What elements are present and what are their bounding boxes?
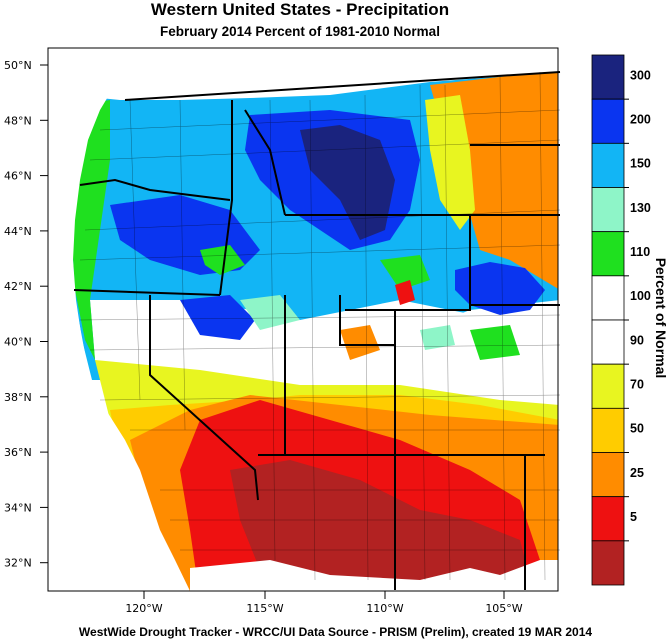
lon-label: 120°W bbox=[125, 602, 162, 615]
colorbar-label: 200 bbox=[630, 112, 651, 126]
colorbar-bin bbox=[591, 452, 625, 498]
colorbar-label: 90 bbox=[630, 333, 644, 347]
lat-label: 46°N bbox=[4, 170, 32, 183]
map-fields bbox=[48, 48, 558, 591]
latitude-ticks: 50°N 48°N 46°N 44°N 42°N 40°N 38°N 36°N 34°N 32°N bbox=[4, 59, 48, 570]
colorbar-label: 5 bbox=[630, 510, 637, 524]
colorbar-label: 300 bbox=[630, 68, 651, 82]
colorbar-bin bbox=[591, 231, 625, 277]
plains-blue bbox=[455, 262, 545, 315]
colorbar-bin bbox=[591, 275, 625, 321]
northeast-yellow bbox=[425, 95, 475, 230]
mexico-region bbox=[190, 560, 558, 591]
northern-rockies-dark-blue bbox=[300, 125, 395, 240]
ca-nv-border bbox=[149, 295, 259, 501]
wa-or-border bbox=[79, 178, 231, 201]
colorbar-bin bbox=[591, 407, 625, 453]
longitude-ticks: 120°W 115°W 110°W 105°W bbox=[125, 591, 523, 615]
map-title: Western United States - Precipitation bbox=[150, 0, 450, 19]
lat-label: 50°N bbox=[4, 59, 32, 72]
or-ca-border bbox=[73, 289, 221, 296]
colorbar-title: Percent of Normal bbox=[653, 258, 669, 379]
us-canada-border bbox=[124, 71, 561, 101]
map-subtitle: February 2014 Percent of 1981-2010 Norma… bbox=[160, 24, 440, 39]
colorbar-label: 150 bbox=[630, 157, 651, 171]
aqua-patch-2 bbox=[420, 325, 455, 350]
colorbar-bin bbox=[591, 319, 625, 365]
colorbar: 300 200 150 130 110 100 90 70 50 25 5 bbox=[591, 54, 651, 586]
green-patch-3 bbox=[470, 325, 520, 360]
lon-label: 115°W bbox=[246, 602, 283, 615]
colorbar-bin bbox=[591, 187, 625, 233]
county-grid bbox=[79, 109, 561, 551]
colorbar-label: 70 bbox=[630, 377, 644, 391]
colorbar-bin bbox=[591, 496, 625, 542]
colorbar-label: 110 bbox=[630, 245, 650, 259]
lat-label: 34°N bbox=[4, 501, 32, 514]
colorbar-bin bbox=[591, 54, 625, 100]
arizona-dark-red bbox=[230, 460, 530, 591]
colorbar-label: 50 bbox=[630, 422, 644, 436]
id-mt-divide bbox=[244, 109, 286, 216]
canada-region bbox=[48, 48, 558, 100]
wy-box bbox=[345, 214, 471, 311]
colorbar-label: 130 bbox=[630, 201, 651, 215]
map-frame bbox=[47, 47, 559, 592]
colorbar-bin bbox=[591, 142, 625, 188]
green-patch-2 bbox=[380, 255, 430, 290]
colorbar-bin bbox=[591, 98, 625, 144]
orange-patch-utah bbox=[340, 325, 380, 360]
nevada-blue bbox=[180, 295, 255, 340]
county-lines bbox=[79, 71, 561, 581]
red-patch-wyoming bbox=[395, 280, 415, 305]
co-box bbox=[394, 310, 545, 456]
colorbar-label: 25 bbox=[630, 466, 644, 480]
lon-label: 105°W bbox=[485, 602, 522, 615]
lat-label: 32°N bbox=[4, 557, 32, 570]
id-west-border bbox=[219, 100, 233, 296]
lat-label: 38°N bbox=[4, 391, 32, 404]
lat-label: 48°N bbox=[4, 114, 32, 127]
map-footer: WestWide Drought Tracker - WRCC/UI Data … bbox=[78, 625, 593, 639]
colorbar-label: 100 bbox=[630, 289, 651, 303]
lat-label: 42°N bbox=[4, 280, 32, 293]
lon-label: 110°W bbox=[366, 602, 403, 615]
green-patch-1 bbox=[200, 245, 245, 275]
colorbar-bin bbox=[591, 540, 625, 586]
county-grid-v bbox=[129, 71, 546, 581]
lat-label: 44°N bbox=[4, 225, 32, 238]
lat-label: 36°N bbox=[4, 446, 32, 459]
colorbar-bin bbox=[591, 363, 625, 409]
plains-lines bbox=[470, 144, 560, 306]
pacific-ocean bbox=[48, 48, 190, 591]
lat-label: 40°N bbox=[4, 336, 32, 349]
state-borders bbox=[73, 71, 561, 590]
